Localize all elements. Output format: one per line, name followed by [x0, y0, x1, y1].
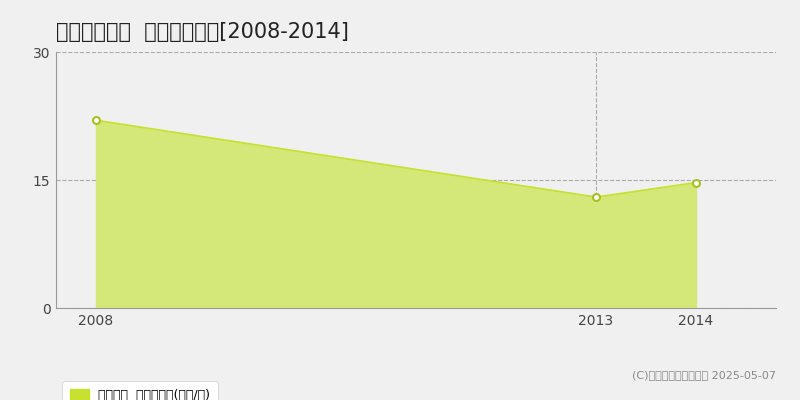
Text: 天童市東長岡  土地価格推移[2008-2014]: 天童市東長岡 土地価格推移[2008-2014] — [56, 22, 349, 42]
Text: (C)土地価格ドットコム 2025-05-07: (C)土地価格ドットコム 2025-05-07 — [632, 370, 776, 380]
Legend: 土地価格  平均坊単価(万円/坊): 土地価格 平均坊単価(万円/坊) — [62, 381, 218, 400]
